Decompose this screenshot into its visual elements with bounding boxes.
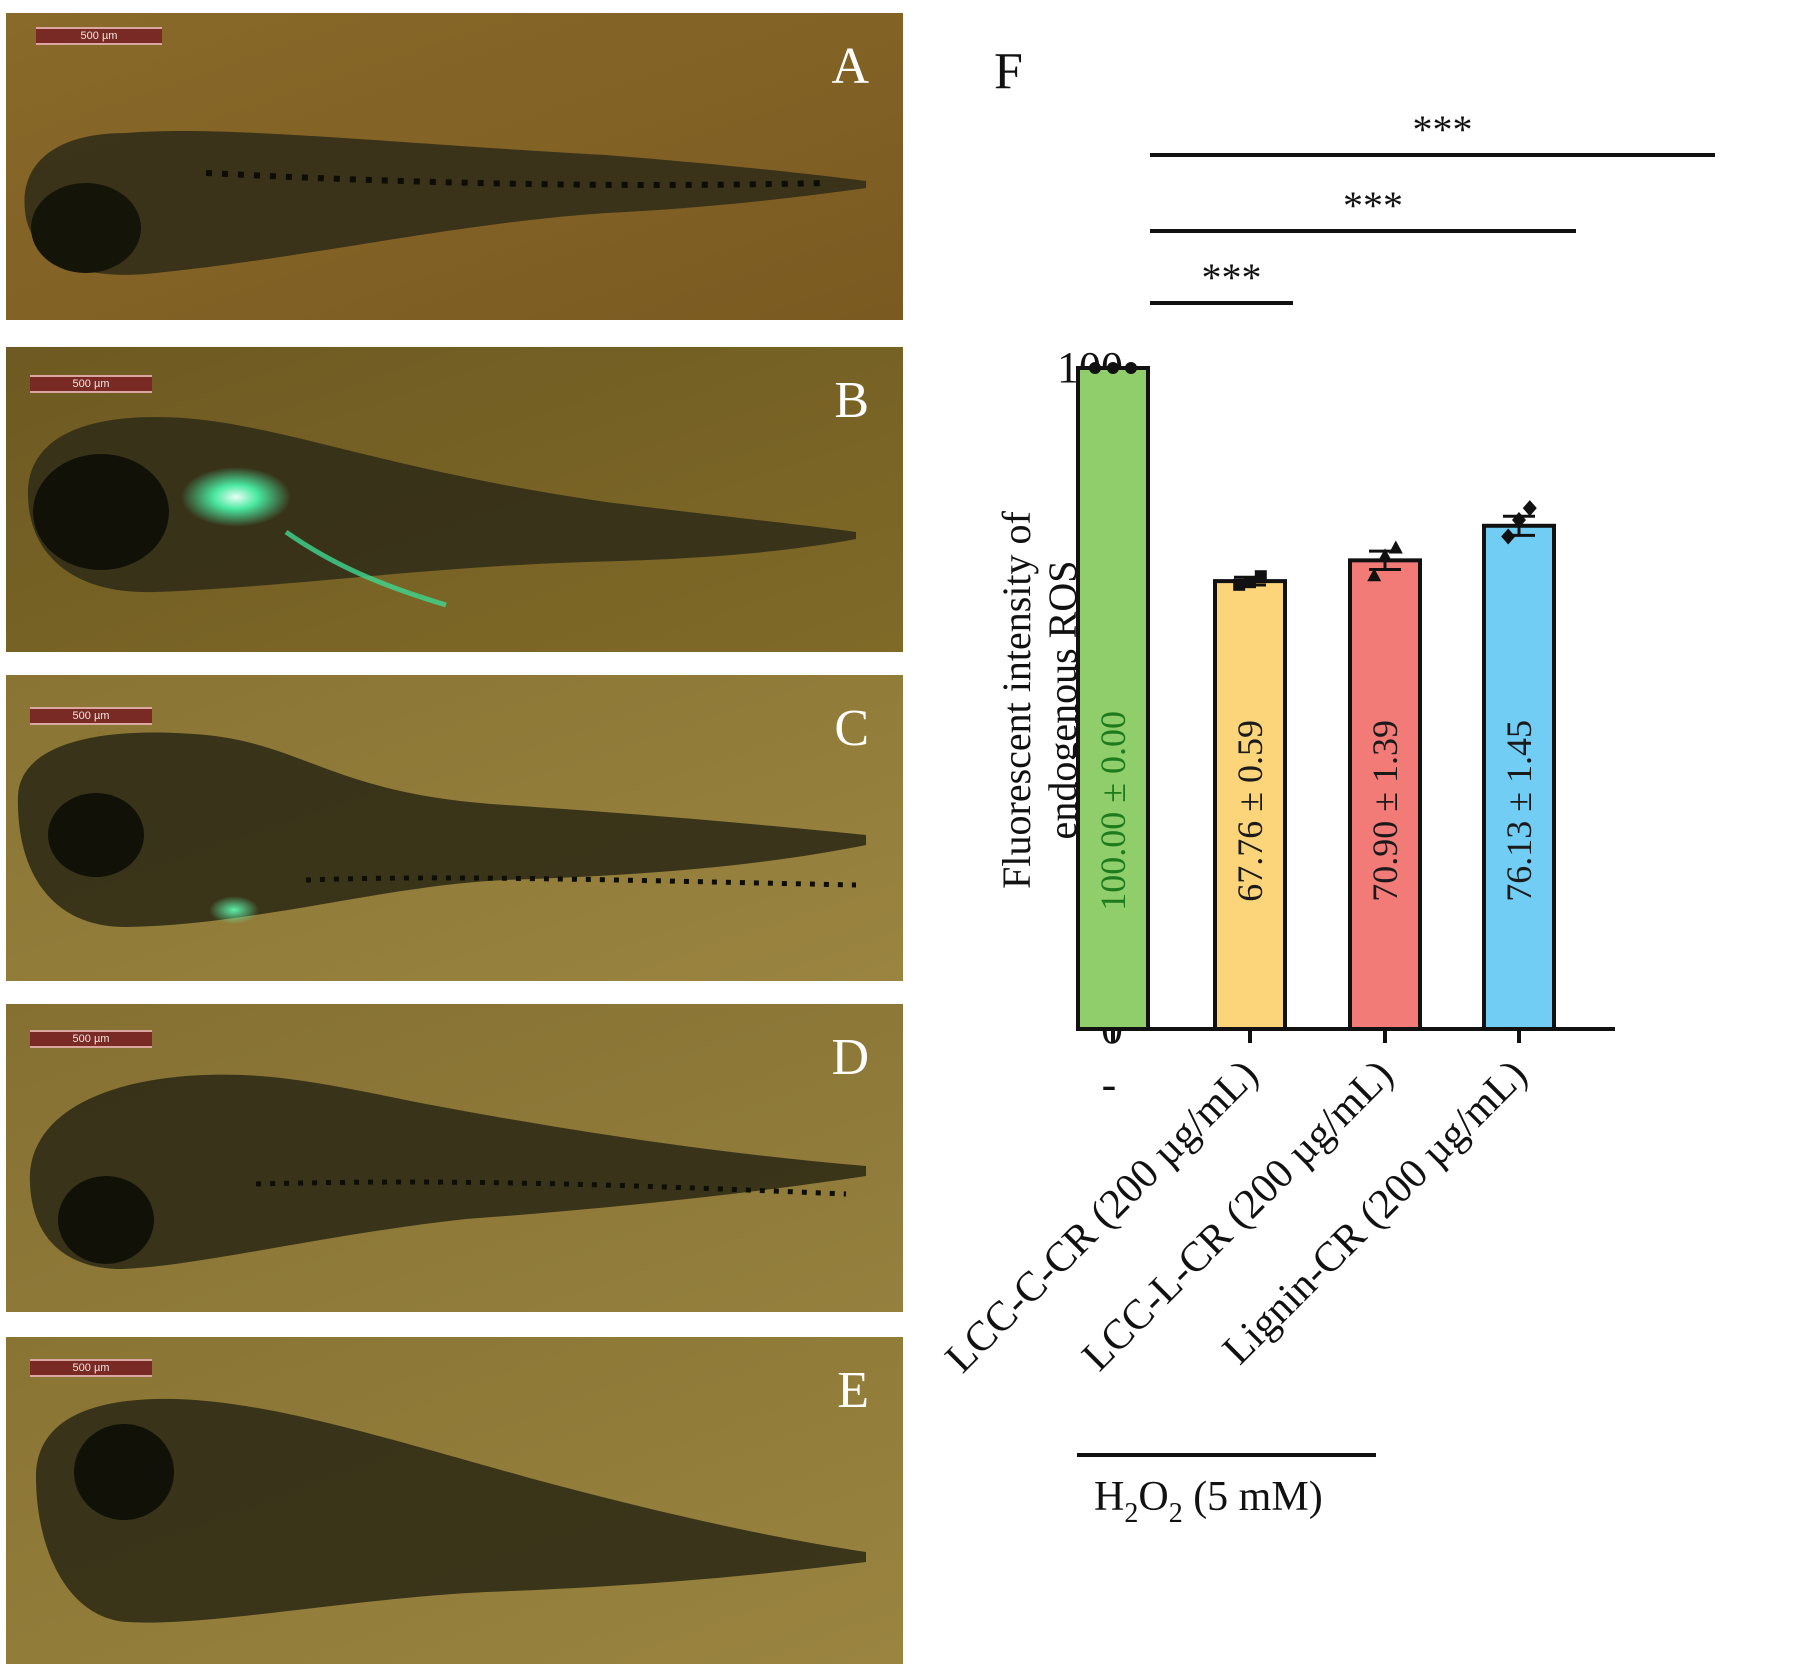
data-point	[1125, 362, 1137, 374]
data-point	[1501, 528, 1516, 545]
data-point	[1107, 362, 1119, 374]
bars: 100.00 ± 0.00 67.76 ± 0.59 70.90 ± 1.39 76.…	[1076, 362, 1556, 1043]
data-point	[1244, 576, 1256, 589]
data-point	[1254, 570, 1267, 583]
x-tick-labels: -LCC-C-CR (200 µg/mL)LCC-L-CR (200 µg/mL…	[937, 1052, 1536, 1382]
significance-label: ***	[1202, 255, 1262, 300]
zebrafish-larva-image	[6, 675, 903, 981]
panel-letter-b: B	[834, 372, 869, 429]
zebrafish-larva-image	[6, 1337, 903, 1664]
bar	[1213, 579, 1287, 1031]
significance-brackets: *********	[1150, 107, 1715, 305]
data-point	[1522, 500, 1537, 517]
panel-letter-c: C	[834, 700, 869, 757]
zebrafish-larva-image	[6, 13, 903, 320]
data-point	[1512, 512, 1526, 529]
bar	[1348, 558, 1422, 1031]
data-point	[1089, 362, 1101, 374]
scale-bar: 500 µm	[30, 1030, 152, 1048]
significance-label: ***	[1413, 107, 1473, 152]
panel-d: 500 µm D	[6, 1004, 903, 1312]
panel-b: 500 µm B	[6, 347, 903, 652]
y-axis-label: Fluorescent intensity of endogenous ROS	[994, 510, 1085, 888]
panel-letter-a: A	[831, 38, 869, 95]
bar-value-label: 76.13 ± 1.45	[1499, 720, 1539, 902]
group-label: H2O2 (5 mM)	[1094, 1474, 1323, 1529]
bar-value-label: 70.90 ± 1.39	[1365, 720, 1405, 902]
bar-value-label: 100.00 ± 0.00	[1093, 711, 1133, 911]
panel-c: 500 µm C	[6, 675, 903, 981]
panel-letter-f: F	[994, 43, 1023, 100]
significance-label: ***	[1343, 183, 1403, 228]
scale-bar: 500 µm	[30, 1359, 152, 1377]
scale-bar: 500 µm	[36, 27, 162, 45]
scale-bar: 500 µm	[30, 375, 152, 393]
zebrafish-larva-image	[6, 1004, 903, 1312]
bar-chart: F Fluorescent intensity of endogenous RO…	[937, 43, 1715, 1529]
data-point	[1378, 548, 1392, 562]
panel-e: 500 µm E	[6, 1337, 903, 1664]
zebrafish-larva-image	[6, 347, 903, 652]
y-axis-label-line-1: Fluorescent intensity of	[994, 510, 1039, 888]
bar-value-label: 67.76 ± 0.59	[1230, 720, 1270, 902]
scale-bar: 500 µm	[30, 707, 152, 725]
panel-letter-e: E	[837, 1362, 869, 1419]
panel-a: 500 µm A	[6, 13, 903, 320]
bar	[1076, 366, 1150, 1031]
panel-letter-d: D	[831, 1029, 869, 1086]
x-tick-label: -	[1102, 1060, 1117, 1109]
data-point	[1233, 578, 1246, 591]
data-point	[1388, 540, 1403, 554]
data-point	[1367, 568, 1382, 582]
